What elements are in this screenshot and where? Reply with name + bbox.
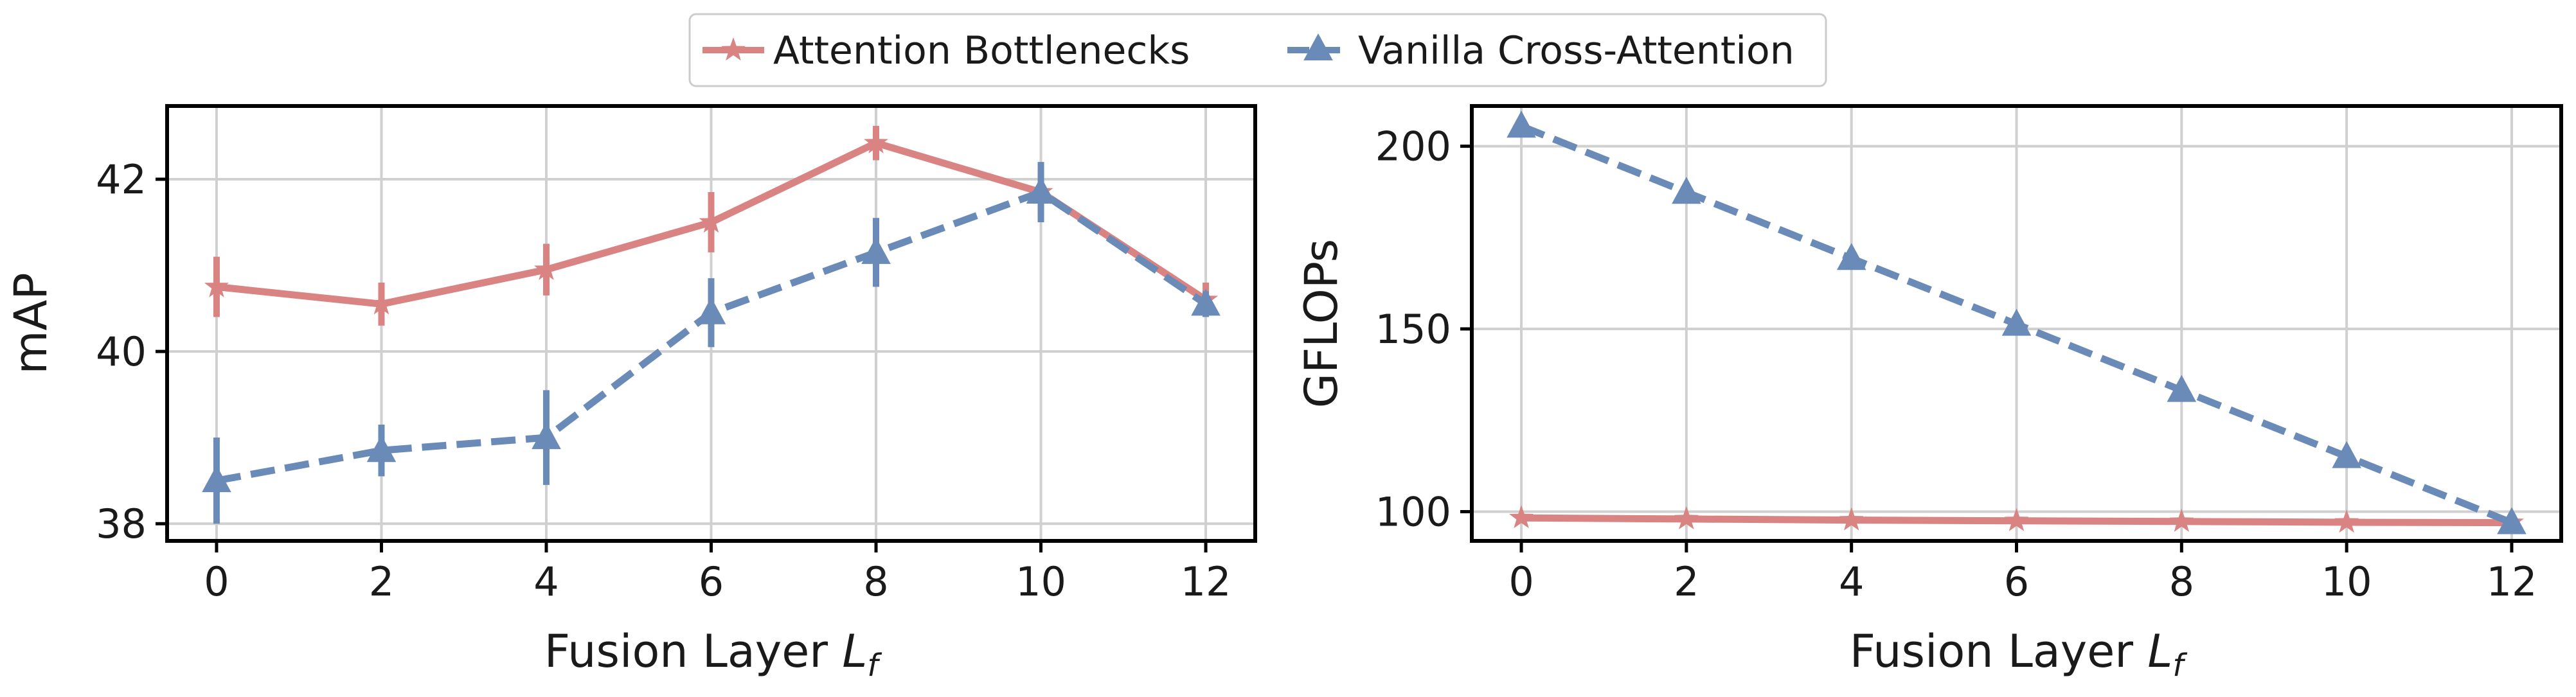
left-ytick-label: 40 (96, 328, 147, 375)
right-ytick-label: 100 (1375, 488, 1451, 535)
legend-label-vanilla-cross-attention: Vanilla Cross-Attention (1358, 28, 1794, 73)
right-xaxis-label: Fusion Layer Lf (1850, 625, 2188, 684)
left-xtick-label: 12 (1181, 558, 1231, 605)
right-xtick-label: 4 (1839, 558, 1864, 605)
right-xtick-label: 0 (1508, 558, 1534, 605)
left-point-attention-bottlenecks (369, 291, 394, 315)
right-xtick-label: 10 (2321, 558, 2372, 605)
left-plot-map: 0 2 4 6 8 10 12 38 40 42 Fusion Layer Lf mAP (4, 104, 1257, 684)
left-xtick-label: 0 (204, 558, 229, 605)
right-point-attention-bottlenecks (1509, 505, 1534, 529)
left-point-vanilla-cross-attention (1026, 177, 1056, 204)
left-point-vanilla-cross-attention (696, 297, 726, 324)
left-xaxis-label: Fusion Layer Lf (544, 625, 882, 684)
right-point-vanilla-cross-attention (1507, 110, 1536, 138)
left-yaxis-label: mAP (4, 272, 57, 374)
left-xtick-label: 8 (863, 558, 888, 605)
right-point-attention-bottlenecks (2334, 509, 2359, 533)
legend-item-vanilla-cross-attention: Vanilla Cross-Attention (1287, 28, 1794, 73)
right-xtick-label: 12 (2487, 558, 2537, 605)
left-point-attention-bottlenecks (534, 256, 559, 280)
left-point-vanilla-cross-attention (202, 465, 231, 493)
right-point-attention-bottlenecks (2004, 507, 2029, 531)
right-xtick-label: 6 (2004, 558, 2029, 605)
legend-frame (688, 13, 1827, 87)
right-plot-gflops: 0 2 4 6 8 10 12 100 150 200 Fusion Layer Lf GFLOPs (1295, 104, 2563, 684)
left-xtick-label: 10 (1015, 558, 1066, 605)
right-point-vanilla-cross-attention (2001, 308, 2032, 336)
left-point-vanilla-cross-attention (861, 236, 891, 264)
right-xtick-label: 2 (1674, 558, 1699, 605)
left-ytick-label: 38 (96, 500, 147, 547)
right-point-attention-bottlenecks (2169, 508, 2194, 532)
right-point-vanilla-cross-attention (1672, 177, 1701, 204)
left-point-vanilla-cross-attention (1191, 288, 1221, 316)
right-point-vanilla-cross-attention (1836, 243, 1866, 270)
right-yaxis-label: GFLOPs (1295, 239, 1348, 409)
right-xtick-label: 8 (2169, 558, 2194, 605)
right-point-attention-bottlenecks (1839, 507, 1864, 531)
left-point-vanilla-cross-attention (366, 435, 397, 463)
left-point-attention-bottlenecks (699, 209, 724, 233)
legend-item-attention-bottlenecks: Attention Bottlenecks (702, 28, 1190, 73)
right-ytick-label: 200 (1375, 123, 1451, 170)
right-point-vanilla-cross-attention (2332, 441, 2361, 468)
right-point-vanilla-cross-attention (2167, 375, 2197, 402)
right-point-attention-bottlenecks (1674, 506, 1699, 529)
right-point-vanilla-cross-attention (2497, 507, 2527, 534)
legend-triangle-icon (1303, 33, 1333, 60)
left-point-vanilla-cross-attention (532, 422, 561, 450)
legend-label-attention-bottlenecks: Attention Bottlenecks (773, 28, 1190, 73)
left-xtick-label: 4 (533, 558, 559, 605)
left-point-attention-bottlenecks (864, 130, 888, 154)
left-xtick-label: 6 (699, 558, 724, 605)
legend: Attention Bottlenecks Vanilla Cross-Atte… (688, 13, 1827, 87)
left-ytick-label: 42 (96, 156, 147, 203)
legend-star-icon (721, 37, 746, 61)
left-point-attention-bottlenecks (204, 274, 229, 297)
left-xtick-label: 2 (369, 558, 394, 605)
right-ytick-label: 150 (1375, 306, 1451, 353)
